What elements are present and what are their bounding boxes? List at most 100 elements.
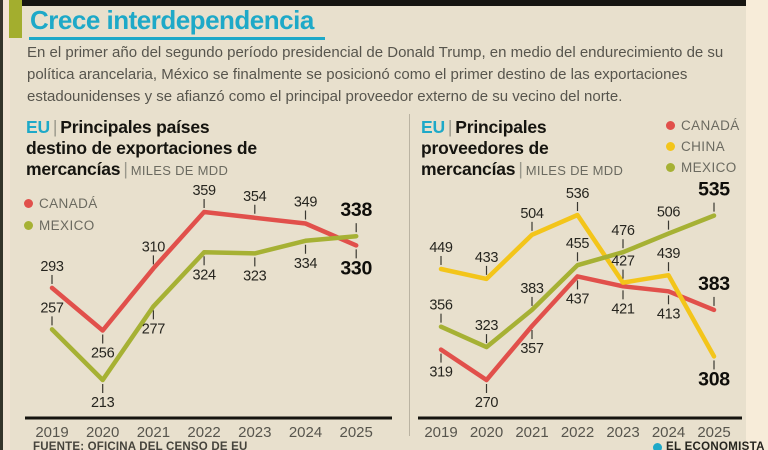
title-separator: | — [518, 159, 523, 179]
data-point-label-china: 308 — [698, 368, 730, 390]
chart-title-line: proveedores de — [421, 138, 549, 158]
data-point-label-china: 439 — [657, 246, 681, 262]
data-point-label-china: 433 — [475, 250, 499, 266]
legend-label: CHINA — [681, 139, 726, 154]
data-point-label-mexico: 213 — [91, 395, 115, 411]
x-tick-label: 2020 — [86, 424, 119, 441]
data-point-label-canada: 256 — [91, 346, 115, 362]
data-point-label-mexico: 356 — [429, 298, 453, 314]
title-separator: | — [123, 159, 128, 179]
chart-title-line: Principales países — [60, 117, 210, 137]
data-point-label-canada: 270 — [475, 395, 499, 411]
data-point-label-china: 449 — [429, 240, 453, 256]
data-point-label-canada: 357 — [520, 341, 544, 357]
data-point-label-canada: 293 — [40, 259, 64, 275]
legend-label: CANADÁ — [39, 195, 98, 211]
title-accent-block — [9, 0, 22, 38]
data-point-label-china: 427 — [611, 254, 635, 270]
data-point-label-canada: 330 — [340, 257, 372, 279]
legend-imports: CANADÁ CHINA MEXICO — [666, 115, 740, 178]
data-point-label-mexico: 338 — [340, 199, 372, 221]
legend-label: CANADÁ — [681, 118, 740, 133]
right-margin-strip — [746, 0, 768, 450]
x-tick-label: 2019 — [35, 424, 68, 441]
legend-dot-china — [666, 142, 675, 151]
data-point-label-china: 504 — [520, 206, 544, 222]
x-tick-label: 2025 — [340, 424, 373, 441]
data-point-label-mexico: 455 — [566, 236, 590, 252]
data-point-label-mexico: 334 — [294, 256, 318, 272]
legend-dot-mexico — [666, 163, 675, 172]
chart-title-exports: EU | Principales países destino de exporta… — [26, 117, 257, 181]
chart-plot-area: 2019 2020 2021 2022 2023 2024 2025 293 256 310 359… — [25, 183, 392, 441]
page-title: Crece interdependencia — [30, 5, 314, 35]
legend-dot-mexico — [24, 220, 33, 230]
chart-unit-label: MILES DE MDD — [130, 163, 229, 178]
x-tick-label: 2021 — [515, 424, 548, 441]
chart-title-imports: EU | Principales proveedores de mercancías… — [421, 117, 623, 181]
data-point-label-canada: 354 — [243, 189, 267, 205]
intro-paragraph: En el primer año del segundo período pre… — [27, 44, 724, 105]
chart-title-prefix: EU — [26, 117, 50, 137]
legend-item-canada: CANADÁ — [24, 192, 98, 214]
x-tick-label: 2024 — [289, 424, 322, 441]
x-tick-label: 2020 — [470, 424, 503, 441]
data-point-label-mexico: 535 — [698, 179, 730, 201]
data-point-label-mexico: 323 — [243, 268, 267, 284]
chart-title-line: mercancías — [421, 159, 516, 179]
x-tick-label: 2022 — [187, 424, 220, 441]
publisher-logo-icon — [653, 442, 662, 450]
x-tick-label: 2021 — [137, 424, 170, 441]
left-edge-strip — [0, 0, 3, 450]
legend-exports: CANADÁ MEXICO — [24, 192, 98, 236]
line-chart-exports: 2019 2020 2021 2022 2023 2024 2025 293 256 310 359… — [14, 110, 410, 450]
publisher-logo: EL ECONOMISTA — [653, 441, 765, 450]
legend-label: MEXICO — [681, 160, 737, 175]
line-chart-imports: 2019 2020 2021 2022 2023 2024 2025 319 270 357 437… — [408, 110, 764, 450]
chart-title-line: destino de exportaciones de — [26, 138, 257, 158]
source-note: FUENTE: OFICINA DEL CENSO DE EU — [33, 441, 248, 450]
charts-divider — [409, 114, 410, 436]
x-tick-label: 2019 — [424, 424, 457, 441]
data-point-label-canada: 319 — [429, 365, 453, 381]
x-tick-label: 2022 — [561, 424, 594, 441]
data-point-label-china: 536 — [566, 186, 590, 202]
data-point-label-mexico: 257 — [40, 300, 64, 316]
chart-title-line: mercancías — [26, 159, 121, 179]
legend-dot-canada — [24, 198, 33, 208]
title-underline — [29, 37, 325, 40]
data-point-label-canada: 383 — [698, 273, 730, 295]
x-tick-label: 2023 — [238, 424, 271, 441]
publisher-name: EL ECONOMISTA — [666, 441, 765, 450]
top-black-bar — [10, 0, 746, 6]
data-point-label-mexico: 506 — [657, 205, 681, 221]
x-tick-label: 2024 — [652, 424, 685, 441]
legend-item-mexico: MEXICO — [24, 214, 98, 236]
data-point-label-canada: 421 — [611, 301, 635, 317]
left-margin-strip — [3, 0, 10, 450]
data-point-label-mexico: 323 — [475, 318, 499, 334]
legend-item-mexico: MEXICO — [666, 157, 740, 178]
legend-dot-canada — [666, 121, 675, 130]
data-point-label-mexico: 383 — [520, 281, 544, 297]
data-point-label-mexico: 277 — [142, 321, 166, 337]
x-tick-label: 2023 — [606, 424, 639, 441]
chart-title-line: Principales — [455, 117, 547, 137]
series-line-mexico — [438, 213, 717, 350]
data-point-label-mexico: 324 — [192, 267, 216, 283]
data-point-label-canada: 349 — [294, 195, 318, 211]
data-point-label-canada: 437 — [566, 291, 590, 307]
x-tick-label: 2025 — [697, 424, 730, 441]
data-point-label-mexico: 476 — [611, 223, 635, 239]
data-point-label-canada: 413 — [657, 306, 681, 322]
series-line-china — [438, 212, 717, 359]
title-separator: | — [52, 117, 58, 137]
data-point-label-canada: 310 — [142, 239, 166, 255]
chart-title-prefix: EU — [421, 117, 445, 137]
data-point-label-canada: 359 — [192, 183, 216, 199]
series-line-canada — [438, 274, 717, 383]
series-line-canada — [49, 209, 359, 333]
chart-unit-label: MILES DE MDD — [525, 163, 624, 178]
chart-plot-area: 2019 2020 2021 2022 2023 2024 2025 319 270 357 437… — [418, 179, 742, 441]
